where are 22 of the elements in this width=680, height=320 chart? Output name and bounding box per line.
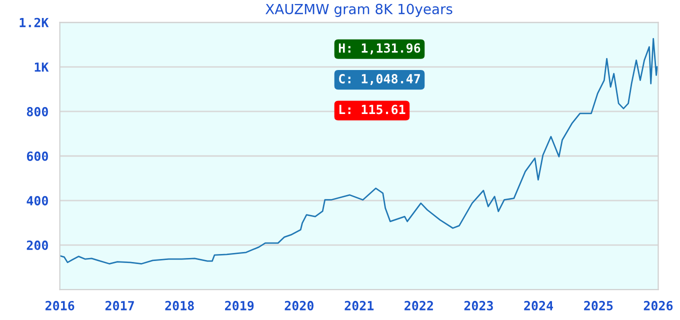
x-tick-label: 2024: [524, 300, 553, 310]
annotation: C: 1,048.47: [339, 74, 420, 86]
x-tick-label: 2022: [404, 300, 433, 310]
y-tick-label: 1.2K: [20, 18, 49, 28]
y-tick-label: 600: [26, 151, 48, 161]
x-tick-label: 2021: [344, 300, 374, 310]
y-tick-label: 800: [26, 106, 48, 116]
x-tick-label: 2023: [464, 300, 493, 310]
annotation: L: 115.61: [339, 104, 406, 114]
y-tick-label: 1K: [34, 62, 49, 72]
y-tick-label: 400: [26, 196, 48, 206]
chart-title: XAUZMW gram 8K 10years: [266, 4, 452, 17]
x-tick-label: 2019: [225, 300, 254, 310]
x-tick-label: 2025: [584, 300, 613, 310]
x-tick-label: 2018: [165, 300, 194, 310]
x-tick-label: 2020: [284, 300, 314, 310]
annotation: H: 1,131.96: [338, 43, 420, 54]
line-series: [60, 38, 658, 264]
y-tick-label: 200: [26, 240, 48, 250]
x-tick-label: 2026: [644, 300, 673, 310]
x-tick-label: 2016: [45, 300, 74, 310]
x-tick-label: 2017: [105, 300, 134, 310]
